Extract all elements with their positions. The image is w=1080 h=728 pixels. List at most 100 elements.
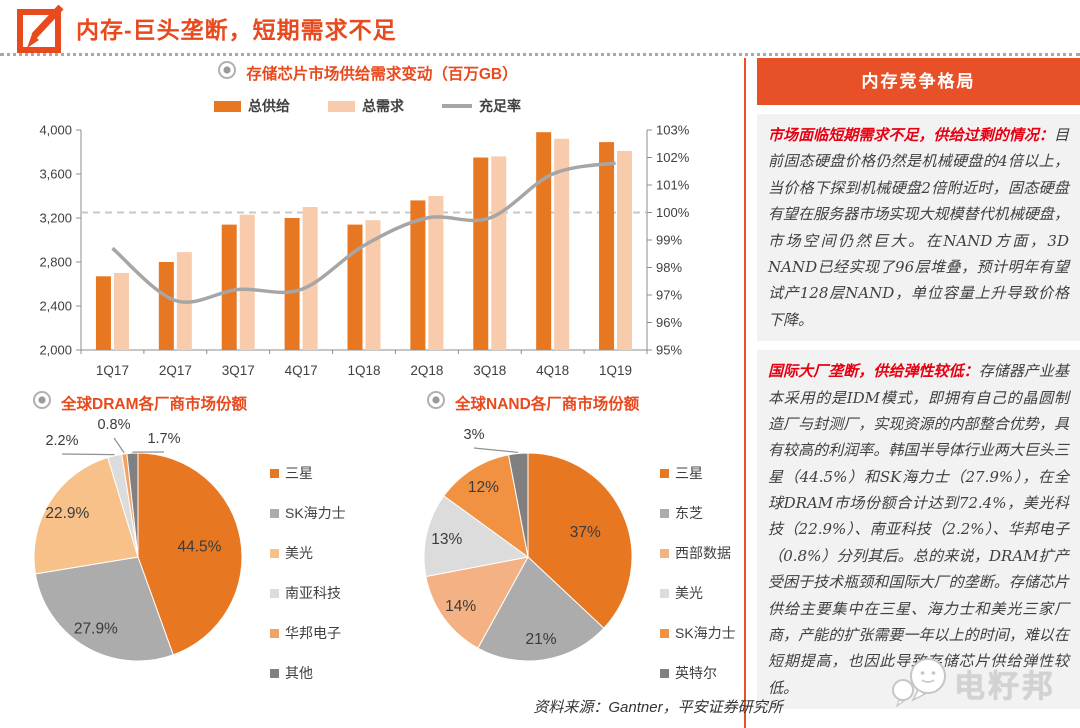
supply-demand-bar-chart: 2,000 2,400 2,800 3,200 3,600 4,000 95% 96% 97% 9… (39, 123, 690, 379)
left-axis-label: 3,600 (39, 167, 72, 182)
legend-label: 总供给 (248, 98, 290, 114)
x-axis-label: 4Q18 (536, 363, 569, 378)
x-axis-label: 1Q18 (347, 363, 380, 378)
data-source-note: 资料来源：Gantner，平安证券研究所 (533, 699, 783, 716)
pie-data-label: 0.8% (97, 417, 130, 433)
legend-swatch (660, 668, 669, 678)
pie-slice-美光 (423, 495, 530, 578)
demand-bar (491, 156, 507, 350)
legend-label: 西部数据 (675, 545, 731, 561)
supply-bar (536, 132, 552, 350)
legend-label: 其他 (285, 665, 313, 681)
legend-label: SK海力士 (675, 625, 736, 641)
supply-bar (473, 157, 489, 350)
legend-swatch (660, 588, 669, 598)
legend-swatch (660, 508, 669, 518)
nand-pie-content: 37% 21% 14% 13% 12% 3% 三星 东芝 西部数据 美光 SK海力士 英特尔 (398, 415, 748, 683)
nand-pie-title: 全球NAND各厂商市场份额 (455, 395, 640, 413)
supply-bar (347, 224, 363, 350)
dram-pie-section: 全球DRAM各厂商市场份额 44.5% 27.9% 22.9% 2.2% 0.8% 1.7… (8, 390, 400, 683)
legend-label: SK海力士 (285, 505, 346, 521)
legend-swatch (214, 100, 241, 112)
paragraph-body: 存储器产业基本采用的是IDM模式，即拥有自己的晶圆制造厂与封测厂，实现资源的内部… (768, 362, 1069, 697)
pie-slice-三星 (137, 452, 243, 656)
paragraph-body: 目前固态硬盘价格仍然是机械硬盘的4倍以上，当价格下探到机械硬盘2倍附近时，固态硬… (768, 126, 1069, 329)
supply-demand-chart-section: 存储芯片市场供给需求变动（百万GB） 总供给 总需求 充足率 2,000 2,400 2… (15, 60, 720, 389)
legend-swatch (270, 548, 279, 558)
legend-item: 英特尔 (660, 663, 736, 683)
competition-panel: 内存竞争格局 市场面临短期需求不足，供给过剩的情况：目前固态硬盘价格仍然是机械硬… (744, 58, 1080, 728)
demand-bar (554, 138, 570, 350)
legend-label: 充足率 (479, 98, 521, 114)
pie-leader-line (113, 437, 125, 454)
legend-label: 三星 (675, 465, 703, 481)
nand-pie-legend: 三星东芝西部数据美光 SK海力士英特尔 (660, 463, 736, 683)
legend-swatch (270, 628, 279, 638)
legend-swatch (328, 100, 355, 112)
legend-item: 总需求 (328, 96, 404, 116)
supply-bar (95, 276, 111, 350)
supply-bar (284, 218, 300, 350)
legend-label: 三星 (285, 465, 313, 481)
legend-item: 华邦电子 (270, 623, 346, 643)
legend-swatch (270, 508, 279, 518)
pie-data-label: 37% (570, 524, 601, 541)
right-axis-label: 100% (656, 205, 690, 220)
legend-swatch (270, 668, 279, 678)
x-axis-label: 1Q19 (599, 363, 632, 378)
dram-pie-title: 全球DRAM各厂商市场份额 (61, 395, 247, 413)
demand-bar (428, 196, 444, 350)
supply-bar (410, 200, 426, 350)
legend-item: 美光 (660, 583, 736, 603)
legend-swatch (442, 104, 472, 108)
page-title: 内存-巨头垄断，短期需求不足 (76, 17, 397, 43)
legend-swatch (660, 548, 669, 558)
demand-bar (113, 273, 129, 350)
demand-bar (302, 207, 318, 350)
right-axis-label: 95% (656, 343, 682, 358)
pie-data-label: 14% (445, 598, 476, 615)
legend-label: 美光 (285, 545, 313, 561)
pie-data-label: 1.7% (147, 431, 180, 447)
bar-chart-title: 存储芯片市场供给需求变动（百万GB） (246, 65, 518, 83)
pie-slice-英特尔 (507, 452, 529, 558)
right-axis-label: 101% (656, 178, 690, 193)
dram-pie-content: 44.5% 27.9% 22.9% 2.2% 0.8% 1.7% 三星 SK海力士 美光 南亚科… (8, 415, 400, 683)
sufficiency-rate-line (111, 161, 616, 304)
right-axis-label: 98% (656, 260, 682, 275)
legend-item: 东芝 (660, 503, 736, 523)
pie-data-label: 2.2% (45, 433, 78, 449)
nand-pie-chart: 37% 21% 14% 13% 12% 3% (423, 427, 633, 662)
pie-slice-SK海力士 (34, 556, 174, 662)
x-axis-label: 3Q17 (222, 363, 255, 378)
dram-pie-chart: 44.5% 27.9% 22.9% 2.2% 0.8% 1.7% (33, 417, 243, 662)
demand-bar (365, 220, 381, 350)
legend-item: 南亚科技 (270, 583, 346, 603)
pie-data-label: 22.9% (45, 505, 89, 522)
pie-data-label: 13% (431, 531, 462, 548)
legend-item: 三星 (660, 463, 736, 483)
supply-bar (221, 224, 237, 350)
legend-swatch (660, 468, 669, 478)
legend-label: 英特尔 (675, 665, 717, 681)
panel-paragraph-monopoly: 国际大厂垄断，供给弹性较低：存储器产业基本采用的是IDM模式，即拥有自己的晶圆制… (757, 350, 1080, 710)
pie-leader-line (473, 447, 519, 454)
pie-data-label: 12% (468, 479, 499, 496)
legend-item: 西部数据 (660, 543, 736, 563)
pie-data-label: 21% (525, 631, 556, 648)
right-axis-label: 97% (656, 288, 682, 303)
right-axis-label: 102% (656, 150, 690, 165)
legend-label: 美光 (675, 585, 703, 601)
dram-title-row: 全球DRAM各厂商市场份额 (32, 390, 400, 415)
legend-label: 南亚科技 (285, 585, 341, 601)
paragraph-heading: 市场面临短期需求不足，供给过剩的情况： (768, 126, 1054, 144)
bullseye-icon (426, 390, 446, 415)
right-axis-label: 96% (656, 315, 682, 330)
pie-slice-其他 (126, 452, 139, 558)
legend-item: 三星 (270, 463, 346, 483)
pie-leader-line (61, 453, 115, 456)
bullseye-icon (32, 390, 52, 415)
supply-bar (158, 262, 174, 350)
dram-pie-legend: 三星 SK海力士美光南亚科技华邦电子其他 (270, 463, 346, 683)
